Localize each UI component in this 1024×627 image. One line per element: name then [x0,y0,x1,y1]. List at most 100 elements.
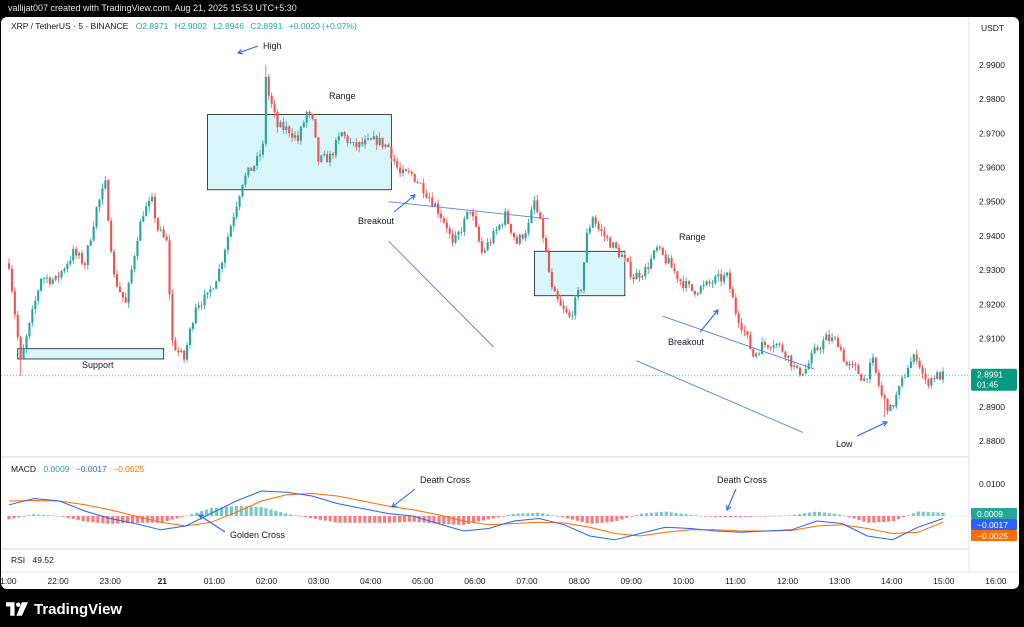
candle-body[interactable] [863,378,866,381]
candle-body[interactable] [918,360,921,368]
candle-body[interactable] [796,365,799,368]
candle-body[interactable] [655,247,659,251]
candle-body[interactable] [486,242,489,250]
candle-body[interactable] [226,236,229,251]
candle-body[interactable] [77,253,81,256]
candle-body[interactable] [702,284,705,287]
candle-body[interactable] [699,286,702,294]
candle-body[interactable] [115,274,119,287]
candle-body[interactable] [728,272,731,289]
candle-body[interactable] [25,336,28,349]
candle-body[interactable] [439,213,443,219]
candle-body[interactable] [673,267,676,272]
candle-body[interactable] [851,363,854,365]
candle-body[interactable] [329,153,332,163]
candle-body[interactable] [784,351,787,358]
candle-body[interactable] [781,344,784,352]
candle-body[interactable] [909,361,912,369]
trendline-4[interactable] [636,360,804,433]
candle-body[interactable] [279,122,282,128]
candle-body[interactable] [375,136,378,145]
candle-body[interactable] [390,147,393,159]
candle-body[interactable] [509,223,513,233]
candle-body[interactable] [842,349,845,362]
candle-body[interactable] [212,288,215,290]
candle-body[interactable] [667,257,670,264]
candle-body[interactable] [66,263,69,270]
candle-body[interactable] [331,153,335,156]
candle-body[interactable] [113,251,116,275]
candle-body[interactable] [927,379,930,386]
candle-body[interactable] [183,350,186,360]
candle-body[interactable] [743,330,746,332]
candle-body[interactable] [466,211,469,219]
candle-body[interactable] [180,350,183,353]
candle-body[interactable] [810,353,813,364]
candle-body[interactable] [562,305,565,309]
candle-body[interactable] [355,142,358,148]
candle-body[interactable] [142,216,145,222]
candle-body[interactable] [101,188,104,200]
candle-body[interactable] [778,343,781,345]
candle-body[interactable] [110,220,113,252]
candle-body[interactable] [463,218,466,232]
candle-body[interactable] [769,347,772,349]
candle-body[interactable] [89,240,92,246]
candle-body[interactable] [679,279,682,282]
candle-body[interactable] [121,291,124,298]
candle-body[interactable] [544,238,548,252]
candle-body[interactable] [133,256,136,270]
candle-body[interactable] [825,334,828,341]
candle-body[interactable] [585,232,588,263]
candle-body[interactable] [521,234,524,239]
candle-body[interactable] [434,203,437,207]
candle-body[interactable] [819,349,822,350]
candle-body[interactable] [451,233,454,243]
candle-body[interactable] [553,287,556,292]
candle-body[interactable] [445,222,448,229]
candle-body[interactable] [696,293,699,295]
candle-body[interactable] [48,277,51,284]
candle-body[interactable] [241,184,244,197]
candle-body[interactable] [813,347,816,354]
candle-body[interactable] [460,231,463,233]
candle-body[interactable] [13,291,16,315]
candle-body[interactable] [866,378,869,380]
candle-body[interactable] [889,404,892,411]
candle-body[interactable] [798,367,802,376]
candle-body[interactable] [652,250,656,259]
candle-body[interactable] [898,385,901,395]
candle-body[interactable] [203,294,206,306]
candle-body[interactable] [629,261,632,277]
candle-body[interactable] [705,281,708,285]
candle-body[interactable] [194,307,197,324]
candle-body[interactable] [547,251,551,272]
candle-body[interactable] [288,126,291,134]
candle-body[interactable] [787,355,790,358]
candle-body[interactable] [527,222,530,234]
candle-body[interactable] [358,141,361,148]
candle-body[interactable] [396,161,399,168]
candle-body[interactable] [229,226,232,237]
candle-body[interactable] [597,223,600,230]
candle-body[interactable] [530,209,533,223]
candle-body[interactable] [480,241,483,253]
candle-body[interactable] [670,257,673,268]
candle-body[interactable] [127,282,130,303]
candle-body[interactable] [723,275,726,282]
candle-body[interactable] [308,111,311,115]
candle-body[interactable] [793,365,796,367]
candle-body[interactable] [267,76,270,96]
candle-body[interactable] [868,362,872,380]
candle-body[interactable] [658,247,661,249]
candle-body[interactable] [766,345,769,348]
candle-body[interactable] [734,297,737,314]
candle-body[interactable] [737,313,740,324]
candle-body[interactable] [188,328,192,346]
candle-body[interactable] [933,377,936,379]
candle-body[interactable] [156,218,159,231]
candle-body[interactable] [7,263,11,269]
candle-body[interactable] [807,363,810,370]
candle-body[interactable] [477,226,480,242]
candle-body[interactable] [42,278,46,280]
